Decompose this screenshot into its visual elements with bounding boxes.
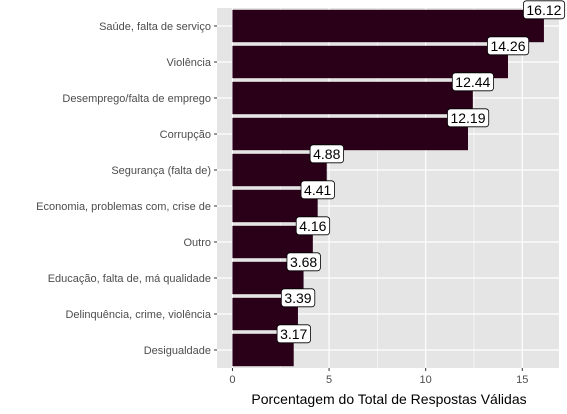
- category-label: Desemprego/falta de emprego: [62, 93, 211, 105]
- x-tick-label: 15: [516, 374, 528, 386]
- x-tick-label: 10: [420, 374, 432, 386]
- category-label: Outro: [183, 237, 211, 249]
- data-label-box: [276, 324, 311, 344]
- category-label: Violência: [167, 57, 212, 69]
- data-label: 4.88: [309, 144, 344, 164]
- data-label: 3.17: [276, 324, 311, 344]
- bar: [232, 117, 468, 151]
- data-label: 4.41: [300, 180, 335, 200]
- data-label-box: [523, 0, 566, 20]
- data-label-box: [451, 72, 494, 92]
- category-label: Corrupção: [160, 129, 211, 141]
- category-label: Desigualdade: [144, 345, 211, 357]
- data-label-box: [300, 180, 335, 200]
- data-label-text: 16.12: [526, 2, 561, 18]
- x-axis-ticks: 0 5 10 15: [229, 368, 528, 386]
- category-label: Segurança (falta de): [111, 165, 211, 177]
- data-label-box: [309, 144, 344, 164]
- category-axis-labels: Saúde, falta de serviço Violência Desempre…: [36, 21, 217, 357]
- data-label-text: 14.26: [490, 38, 525, 54]
- data-label-text: 4.41: [304, 182, 331, 198]
- data-label-text: 4.16: [299, 218, 326, 234]
- data-label-text: 12.19: [450, 110, 485, 126]
- category-label: Saúde, falta de serviço: [99, 21, 211, 33]
- x-axis-title: Porcentagem do Total de Respostas Válida…: [251, 391, 526, 407]
- data-label: 16.12: [523, 0, 566, 20]
- data-label-text: 3.17: [280, 326, 307, 342]
- data-label-text: 4.88: [313, 146, 340, 162]
- category-label: Delinquência, crime, violência: [65, 309, 211, 321]
- data-labels: 16.12 14.26 12.44 12.19 4.88 4.41 4.16 3.68 3.39…: [276, 0, 566, 344]
- data-label-box: [286, 252, 321, 272]
- data-label-box: [487, 36, 530, 56]
- data-label: 3.39: [280, 288, 316, 308]
- data-label-box: [295, 216, 331, 236]
- data-label: 14.26: [487, 36, 530, 56]
- data-label: 3.68: [286, 252, 321, 272]
- data-label-text: 3.68: [290, 254, 317, 270]
- data-label: 12.44: [451, 72, 494, 92]
- data-label-box: [280, 288, 316, 308]
- data-label-text: 12.44: [455, 74, 490, 90]
- data-label-box: [447, 108, 490, 128]
- data-label: 12.19: [447, 108, 490, 128]
- data-label-text: 3.39: [284, 290, 311, 306]
- x-tick-label: 0: [229, 374, 235, 386]
- x-tick-label: 5: [326, 374, 332, 386]
- category-label: Economia, problemas com, crise de: [36, 201, 211, 213]
- bar: [232, 81, 473, 115]
- data-label: 4.16: [295, 216, 331, 236]
- category-label: Educação, falta de, má qualidade: [48, 273, 211, 285]
